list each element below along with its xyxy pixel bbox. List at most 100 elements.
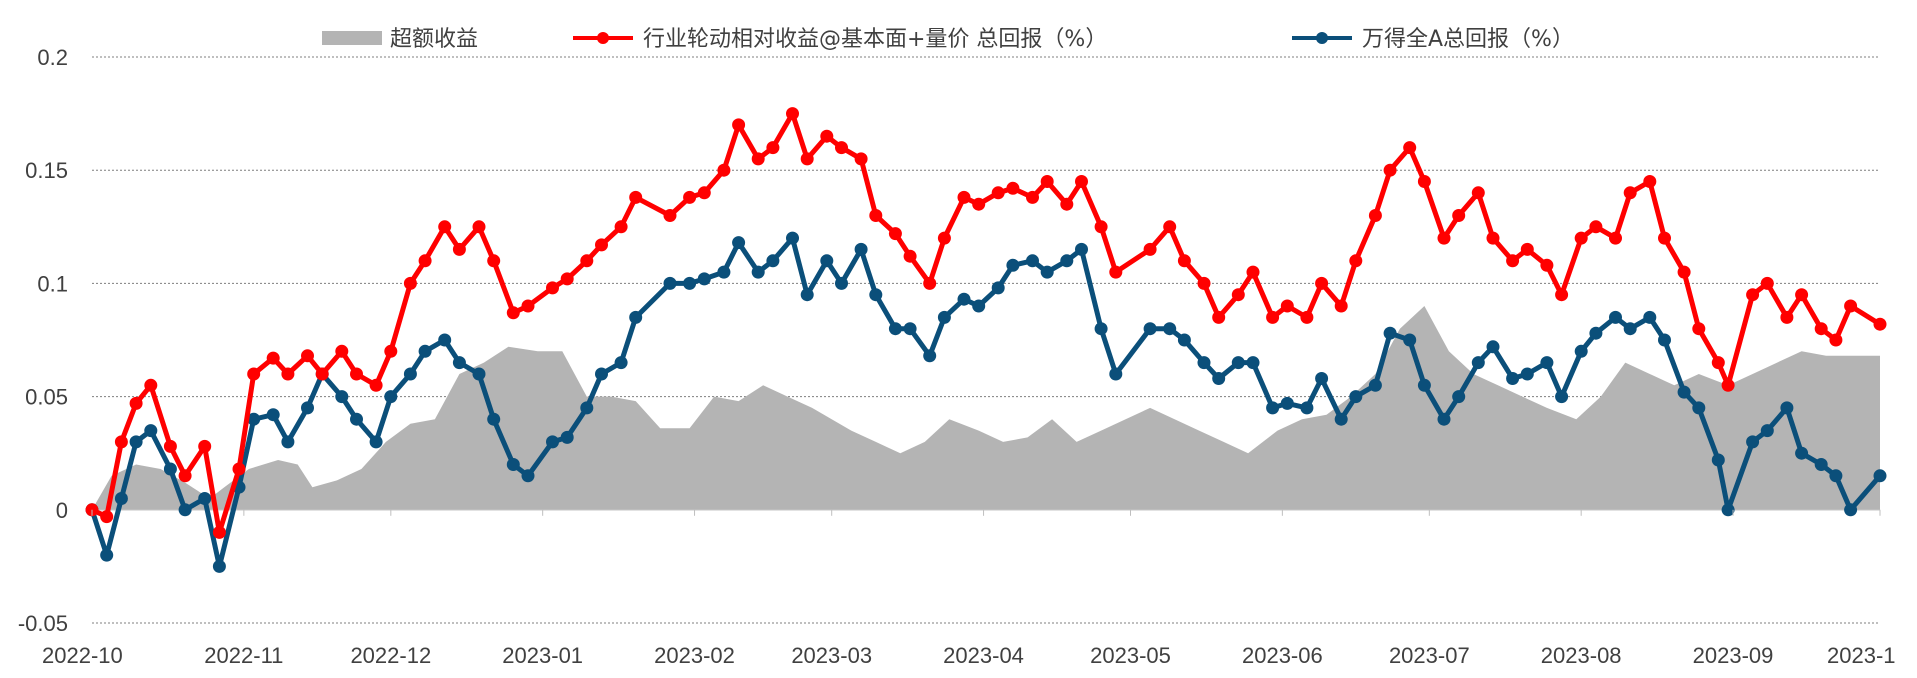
strategy-point bbox=[1403, 141, 1417, 155]
wind-all-a-point bbox=[1403, 333, 1417, 347]
y-tick-label: 0.15 bbox=[25, 158, 68, 183]
strategy-point bbox=[144, 378, 158, 392]
legend-strategy-label: 行业轮动相对收益@基本面+量价 总回报（%） bbox=[643, 27, 1107, 52]
x-axis-ticks: 2022-10 2022-11 2022-12 2023-01 2023-02 2023-… bbox=[42, 509, 1896, 668]
strategy-point bbox=[1814, 322, 1828, 336]
wind-all-a-point bbox=[560, 430, 574, 444]
wind-all-a-point bbox=[1163, 322, 1177, 336]
wind-all-a-point bbox=[1197, 356, 1211, 370]
wind-all-a-point bbox=[888, 322, 902, 336]
strategy-point bbox=[1197, 276, 1211, 290]
strategy-point bbox=[198, 439, 212, 453]
wind-all-a-point bbox=[1692, 401, 1706, 415]
strategy-point bbox=[1437, 231, 1451, 245]
wind-all-a-point bbox=[472, 367, 486, 381]
wind-all-a-point bbox=[546, 435, 559, 449]
wind-all-a-point bbox=[751, 265, 765, 279]
wind-all-a-point bbox=[384, 390, 398, 404]
strategy-point bbox=[1452, 209, 1466, 222]
x-tick-label: 2022-11 bbox=[204, 643, 283, 668]
wind-all-a-point bbox=[521, 469, 535, 483]
wind-all-a-point bbox=[991, 281, 1005, 295]
strategy-point bbox=[1006, 181, 1020, 195]
strategy-point bbox=[1349, 254, 1363, 268]
wind-all-a-point bbox=[869, 288, 883, 302]
wind-all-a-point bbox=[163, 462, 177, 476]
strategy-point bbox=[923, 276, 937, 290]
strategy-point bbox=[1246, 265, 1260, 279]
strategy-point bbox=[1334, 299, 1348, 313]
wind-all-a-point bbox=[1486, 340, 1500, 354]
strategy-point bbox=[301, 349, 314, 363]
wind-all-a-point bbox=[1368, 378, 1382, 392]
strategy-point bbox=[178, 469, 192, 483]
y-tick-label: -0.05 bbox=[18, 611, 68, 636]
strategy-point bbox=[1143, 242, 1157, 256]
wind-all-a-point bbox=[1814, 458, 1828, 471]
strategy-point bbox=[487, 254, 501, 268]
wind-all-a-point bbox=[1829, 469, 1843, 483]
strategy-point bbox=[1609, 231, 1622, 245]
strategy-point bbox=[820, 129, 834, 143]
strategy-point bbox=[114, 435, 128, 449]
strategy-point bbox=[683, 190, 697, 204]
strategy-point bbox=[350, 367, 363, 381]
strategy-point bbox=[800, 152, 814, 166]
wind-all-a-point bbox=[1844, 503, 1858, 517]
strategy-point bbox=[521, 299, 535, 313]
strategy-point bbox=[212, 525, 226, 539]
strategy-point bbox=[1506, 254, 1520, 268]
strategy-point bbox=[369, 378, 383, 392]
strategy-point bbox=[1844, 299, 1858, 313]
wind-all-a-point bbox=[1143, 322, 1157, 336]
wind-all-a-point bbox=[1623, 322, 1637, 336]
wind-all-a-point bbox=[1589, 326, 1603, 340]
wind-all-a-point bbox=[1280, 396, 1294, 410]
y-tick-label: 0.2 bbox=[37, 45, 68, 70]
wind-all-a-point bbox=[1334, 412, 1348, 426]
wind-all-a-point bbox=[903, 322, 917, 336]
wind-all-a-point bbox=[114, 492, 128, 505]
strategy-point bbox=[472, 220, 486, 234]
strategy-point bbox=[972, 197, 986, 211]
wind-all-a-point bbox=[198, 492, 212, 505]
strategy-point bbox=[717, 163, 731, 177]
strategy-point bbox=[546, 281, 559, 295]
strategy-point bbox=[1471, 186, 1485, 200]
strategy-point bbox=[1300, 310, 1314, 324]
strategy-point bbox=[1795, 288, 1809, 302]
strategy-point bbox=[1040, 175, 1054, 188]
strategy-point bbox=[1368, 209, 1382, 222]
wind-all-a-point bbox=[1471, 356, 1485, 370]
strategy-point bbox=[1177, 254, 1191, 268]
wind-all-a-point bbox=[1658, 333, 1671, 347]
x-tick-label: 2023-09 bbox=[1693, 643, 1774, 668]
wind-all-a-point bbox=[100, 548, 114, 562]
wind-all-a-point bbox=[1795, 446, 1809, 460]
wind-all-a-point bbox=[972, 299, 986, 313]
wind-all-a-point bbox=[1746, 435, 1760, 449]
x-tick-label: 2022-10 bbox=[42, 643, 123, 668]
wind-all-a-point bbox=[1452, 390, 1466, 404]
wind-all-a-point bbox=[452, 356, 466, 370]
strategy-point bbox=[1574, 231, 1588, 245]
strategy-point bbox=[1746, 288, 1760, 302]
strategy-point bbox=[1623, 186, 1637, 200]
wind-all-a-point bbox=[281, 435, 295, 449]
wind-all-a-point bbox=[1520, 367, 1534, 381]
strategy-point bbox=[751, 152, 765, 166]
strategy-point bbox=[1873, 317, 1887, 331]
strategy-point bbox=[438, 220, 452, 234]
strategy-point bbox=[732, 118, 746, 132]
wind-all-a-point bbox=[1609, 310, 1622, 324]
wind-all-a-point bbox=[1026, 254, 1039, 268]
strategy-point bbox=[888, 227, 902, 241]
wind-all-a-point bbox=[957, 292, 971, 306]
strategy-point bbox=[629, 190, 643, 204]
wind-all-a-point bbox=[683, 276, 697, 290]
strategy-point bbox=[418, 254, 432, 268]
wind-all-a-point bbox=[266, 408, 280, 422]
wind-all-a-point bbox=[614, 356, 628, 370]
wind-all-a-point bbox=[403, 367, 417, 381]
strategy-point bbox=[854, 152, 868, 166]
